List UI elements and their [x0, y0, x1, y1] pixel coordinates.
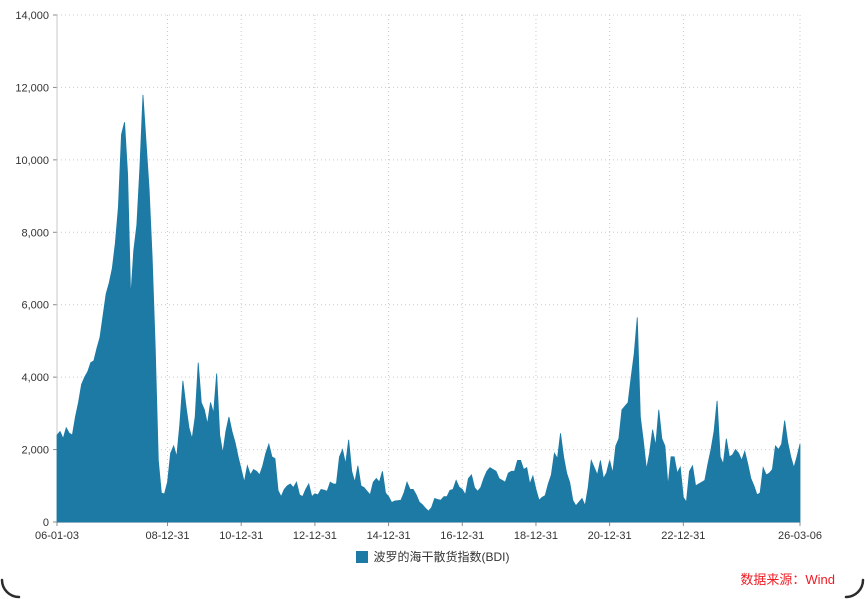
x-tick-label: 10-12-31 — [219, 530, 263, 542]
chart-legend: 波罗的海干散货指数(BDI) — [0, 548, 865, 565]
legend-label: 波罗的海干散货指数(BDI) — [373, 550, 510, 564]
x-tick-label: 26-03-06 — [778, 530, 822, 542]
data-source-label: 数据来源：Wind — [740, 572, 835, 587]
bdi-area-series — [56, 94, 801, 523]
y-tick-label: 10,000 — [15, 155, 49, 167]
x-tick-label: 20-12-31 — [588, 530, 632, 542]
bottom-right-corner-edge — [844, 578, 865, 599]
x-tick-label: 16-12-31 — [440, 530, 484, 542]
x-tick-label: 06-01-03 — [35, 530, 79, 542]
x-tick-label: 12-12-31 — [293, 530, 337, 542]
x-tick-label: 22-12-31 — [661, 530, 705, 542]
legend-swatch-icon — [355, 550, 368, 563]
y-tick-label: 2,000 — [21, 445, 49, 457]
y-tick-label: 14,000 — [15, 10, 49, 22]
y-tick-label: 8,000 — [21, 227, 49, 239]
y-tick-label: 4,000 — [21, 372, 49, 384]
y-tick-label: 6,000 — [21, 300, 49, 312]
x-tick-label: 18-12-31 — [514, 530, 558, 542]
y-tick-label: 0 — [43, 517, 49, 529]
bottom-left-corner-edge — [0, 578, 21, 599]
y-tick-label: 12,000 — [15, 82, 49, 94]
x-tick-label: 08-12-31 — [146, 530, 190, 542]
x-tick-label: 14-12-31 — [367, 530, 411, 542]
